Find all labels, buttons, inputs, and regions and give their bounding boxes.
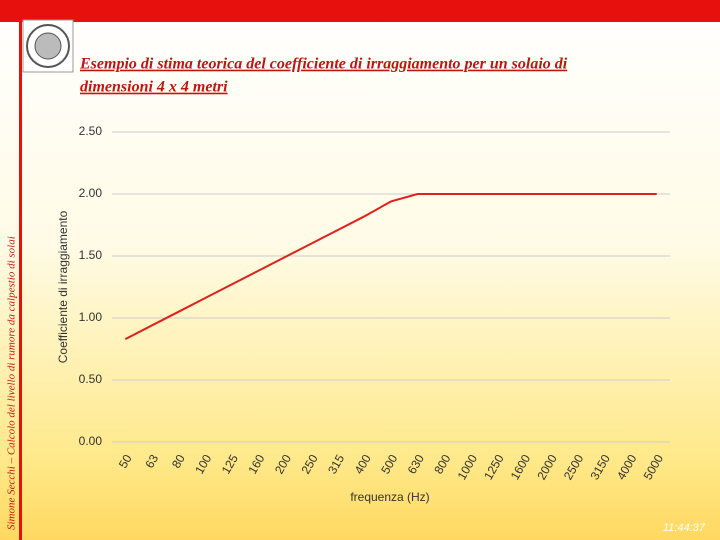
logo-center	[34, 32, 62, 60]
x-tick-label: 315	[325, 452, 347, 477]
x-tick-label: 1600	[508, 452, 534, 482]
side-line	[19, 0, 22, 540]
x-tick-label: 400	[352, 452, 374, 477]
x-tick-label: 3150	[587, 452, 613, 482]
logo-seal	[26, 24, 70, 68]
x-tick-label: 50	[116, 452, 135, 471]
timestamp: 11:44:37	[663, 522, 706, 534]
x-tick-label: 2000	[534, 452, 560, 482]
y-axis-label: Coefficiente di irraggiamento	[56, 210, 70, 363]
top-band	[0, 0, 720, 22]
x-tick-label: 200	[272, 452, 294, 477]
x-tick-label: 80	[169, 452, 188, 471]
x-tick-label: 1000	[455, 452, 481, 482]
x-axis-label: frequenza (Hz)	[350, 490, 429, 504]
x-tick-label: 630	[405, 452, 427, 477]
data-line	[124, 193, 657, 340]
x-tick-label: 250	[298, 452, 320, 477]
y-tick-label: 1.00	[79, 310, 103, 324]
x-tick-label: 63	[142, 452, 161, 471]
title-line: dimensioni 4 x 4 metri	[80, 79, 228, 96]
y-tick-label: 2.00	[79, 186, 103, 200]
x-tick-label: 500	[378, 452, 400, 477]
y-tick-label: 1.50	[79, 248, 103, 262]
x-tick-label: 160	[245, 452, 267, 477]
x-tick-label: 5000	[641, 452, 667, 482]
x-tick-label: 4000	[614, 452, 640, 482]
x-tick-label: 2500	[561, 452, 587, 482]
y-tick-label: 2.50	[79, 124, 103, 138]
y-tick-label: 0.50	[79, 372, 103, 386]
sidebar-text: Simone Secchi – Calcolo del livello di r…	[6, 236, 18, 530]
x-tick-label: 1250	[481, 452, 507, 482]
x-tick-label: 100	[192, 452, 214, 477]
x-tick-label: 800	[431, 452, 453, 477]
title-line: Esempio di stima teorica del coefficient…	[79, 56, 568, 73]
y-tick-label: 0.00	[79, 434, 103, 448]
x-tick-label: 125	[219, 452, 241, 477]
